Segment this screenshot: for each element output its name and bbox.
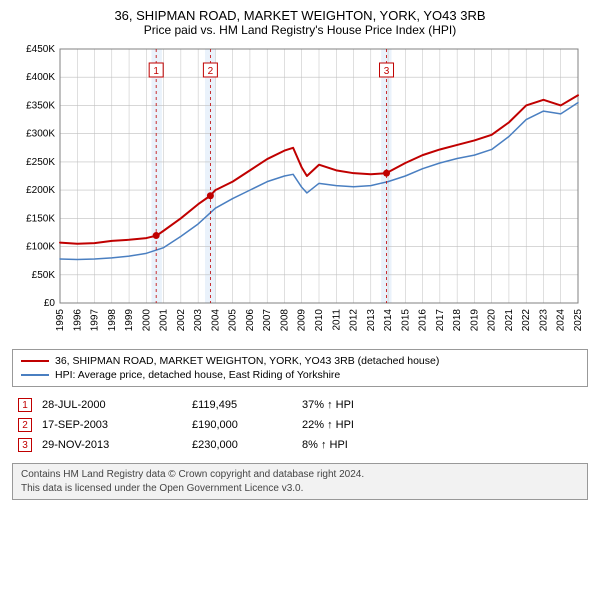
chart-container: 36, SHIPMAN ROAD, MARKET WEIGHTON, YORK,… — [0, 0, 600, 510]
y-tick-label: £0 — [44, 298, 56, 309]
chart-subtitle: Price paid vs. HM Land Registry's House … — [12, 23, 588, 37]
x-tick-label: 2006 — [245, 309, 256, 332]
legend-item: HPI: Average price, detached house, East… — [21, 368, 579, 382]
x-tick-label: 2024 — [556, 309, 567, 332]
x-tick-label: 2011 — [331, 309, 342, 331]
sale-row: 3 29-NOV-2013£230,0008% ↑ HPI — [12, 435, 588, 455]
x-tick-label: 2017 — [435, 309, 446, 332]
sale-date: 29-NOV-2013 — [42, 439, 192, 451]
x-tick-label: 2015 — [400, 309, 411, 332]
x-tick-label: 2009 — [297, 309, 308, 332]
x-tick-label: 2005 — [228, 309, 239, 332]
x-tick-label: 2000 — [141, 309, 152, 332]
footer-line1: Contains HM Land Registry data © Crown c… — [21, 468, 579, 482]
y-tick-label: £250K — [26, 157, 55, 168]
x-tick-label: 2022 — [521, 309, 532, 332]
y-tick-label: £200K — [26, 185, 55, 196]
footer-attribution: Contains HM Land Registry data © Crown c… — [12, 463, 588, 500]
legend-label: 36, SHIPMAN ROAD, MARKET WEIGHTON, YORK,… — [55, 355, 439, 367]
sale-hpi: 37% ↑ HPI — [302, 399, 422, 411]
sale-row: 1 28-JUL-2000£119,49537% ↑ HPI — [12, 395, 588, 415]
x-tick-label: 2023 — [538, 309, 549, 332]
y-tick-label: £50K — [32, 270, 56, 281]
line-chart-svg: £0 £50K £100K £150K £200K £250K £300K £350K £400… — [12, 43, 588, 343]
y-tick-label: £300K — [26, 129, 55, 140]
sale-price: £230,000 — [192, 439, 302, 451]
y-tick-label: £400K — [26, 72, 55, 83]
sale-marker-point — [207, 192, 214, 199]
x-tick-label: 2013 — [366, 309, 377, 332]
x-tick-label: 2019 — [469, 309, 480, 332]
highlight-band — [152, 49, 162, 303]
sale-hpi: 8% ↑ HPI — [302, 439, 422, 451]
legend-label: HPI: Average price, detached house, East… — [55, 369, 340, 381]
x-tick-label: 2025 — [573, 309, 584, 332]
footer-line2: This data is licensed under the Open Gov… — [21, 482, 579, 496]
x-tick-label: 2010 — [314, 309, 325, 332]
sale-marker-number: 1 — [153, 66, 159, 77]
x-tick-label: 1998 — [107, 309, 118, 332]
y-tick-label: £450K — [26, 44, 55, 55]
x-tick-label: 2001 — [159, 309, 170, 332]
x-tick-label: 2002 — [176, 309, 187, 332]
x-tick-label: 1997 — [90, 309, 101, 332]
sales-table: 1 28-JUL-2000£119,49537% ↑ HPI 2 17-SEP-200… — [12, 395, 588, 455]
legend-swatch — [21, 374, 49, 376]
sale-date: 17-SEP-2003 — [42, 419, 192, 431]
sale-date: 28-JUL-2000 — [42, 399, 192, 411]
sale-row: 2 17-SEP-2003£190,00022% ↑ HPI — [12, 415, 588, 435]
x-tick-label: 1999 — [124, 309, 135, 332]
chart-title: 36, SHIPMAN ROAD, MARKET WEIGHTON, YORK,… — [12, 8, 588, 23]
sale-index-box: 3 — [18, 438, 32, 452]
x-tick-label: 2021 — [504, 309, 515, 332]
sale-index-box: 2 — [18, 418, 32, 432]
sale-marker-number: 2 — [208, 66, 214, 77]
y-tick-label: £100K — [26, 242, 55, 253]
x-tick-label: 1995 — [55, 309, 66, 332]
legend-swatch — [21, 360, 49, 362]
sale-price: £190,000 — [192, 419, 302, 431]
sale-marker-point — [153, 232, 160, 239]
y-tick-label: £150K — [26, 213, 55, 224]
sale-hpi: 22% ↑ HPI — [302, 419, 422, 431]
legend: 36, SHIPMAN ROAD, MARKET WEIGHTON, YORK,… — [12, 349, 588, 387]
x-tick-label: 2012 — [349, 309, 360, 332]
sale-marker-number: 3 — [384, 66, 390, 77]
legend-item: 36, SHIPMAN ROAD, MARKET WEIGHTON, YORK,… — [21, 354, 579, 368]
y-tick-label: £350K — [26, 100, 55, 111]
x-tick-label: 2020 — [487, 309, 498, 332]
sale-index-box: 1 — [18, 398, 32, 412]
sale-marker-point — [383, 170, 390, 177]
x-tick-label: 2007 — [262, 309, 273, 332]
chart-plot: £0 £50K £100K £150K £200K £250K £300K £350K £400… — [12, 43, 588, 343]
x-tick-label: 2008 — [279, 309, 290, 332]
x-tick-label: 2014 — [383, 309, 394, 332]
x-tick-label: 2018 — [452, 309, 463, 332]
x-tick-label: 2003 — [193, 309, 204, 332]
sale-price: £119,495 — [192, 399, 302, 411]
x-tick-label: 2004 — [210, 309, 221, 332]
x-tick-label: 2016 — [418, 309, 429, 332]
x-tick-label: 1996 — [72, 309, 83, 332]
